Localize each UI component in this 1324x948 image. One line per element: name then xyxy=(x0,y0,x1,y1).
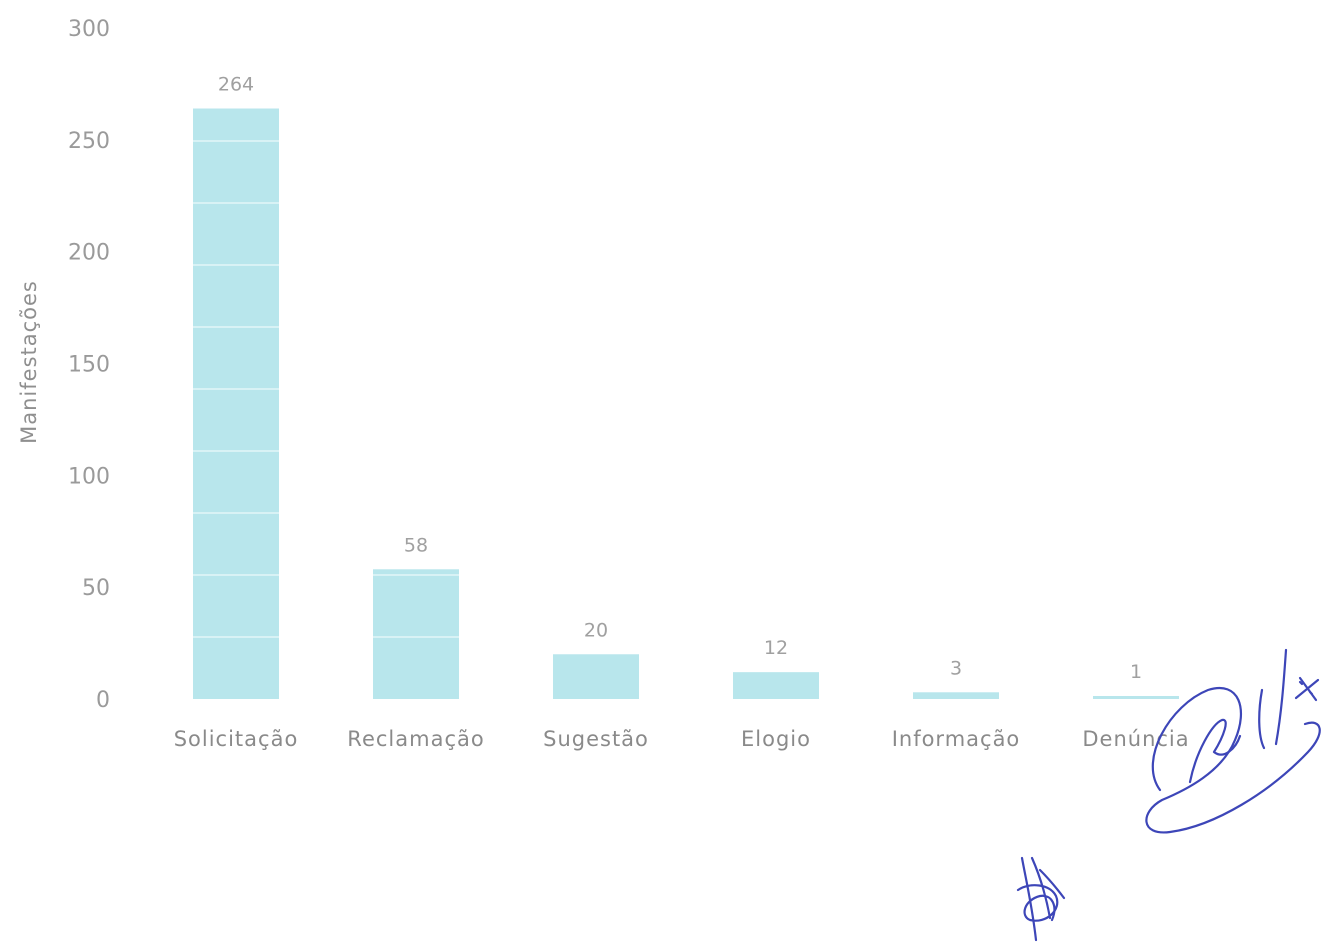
x-axis-category-labels: Solicitação Reclamação Sugestão Elogio Infor… xyxy=(174,727,1189,751)
y-axis-title: Manifestações xyxy=(17,280,41,444)
x-tick-label: Denúncia xyxy=(1082,727,1189,751)
y-axis-ticks: 0 50 100 150 200 250 300 xyxy=(68,17,110,713)
x-tick-label: Sugestão xyxy=(543,727,649,751)
handwritten-signature xyxy=(1145,648,1321,834)
bar xyxy=(553,654,639,699)
bar xyxy=(193,108,279,699)
x-tick-label: Solicitação xyxy=(174,727,299,751)
bar-value-label: 264 xyxy=(218,74,254,96)
x-tick-label: Reclamação xyxy=(347,727,484,751)
y-tick-label: 50 xyxy=(82,576,110,601)
bar xyxy=(733,672,819,699)
bar-value-label: 1 xyxy=(1130,661,1142,683)
y-tick-label: 100 xyxy=(68,464,110,489)
bar-value-label: 3 xyxy=(950,657,962,679)
bar-value-label: 12 xyxy=(764,637,788,659)
y-tick-label: 200 xyxy=(68,241,110,266)
bar-value-label: 58 xyxy=(404,534,428,556)
bar xyxy=(373,569,459,699)
bar xyxy=(913,692,999,699)
bar-value-label: 20 xyxy=(584,619,608,641)
y-tick-label: 250 xyxy=(68,129,110,154)
bar xyxy=(1093,696,1179,699)
bar-value-labels: 264 58 20 12 3 1 xyxy=(218,74,1142,683)
bars xyxy=(193,108,1179,699)
y-tick-label: 0 xyxy=(96,688,110,713)
y-tick-label: 150 xyxy=(68,353,110,378)
y-tick-label: 300 xyxy=(68,17,110,42)
x-tick-label: Informação xyxy=(892,727,1021,751)
handwritten-initials xyxy=(1016,856,1066,942)
x-tick-label: Elogio xyxy=(741,727,811,751)
